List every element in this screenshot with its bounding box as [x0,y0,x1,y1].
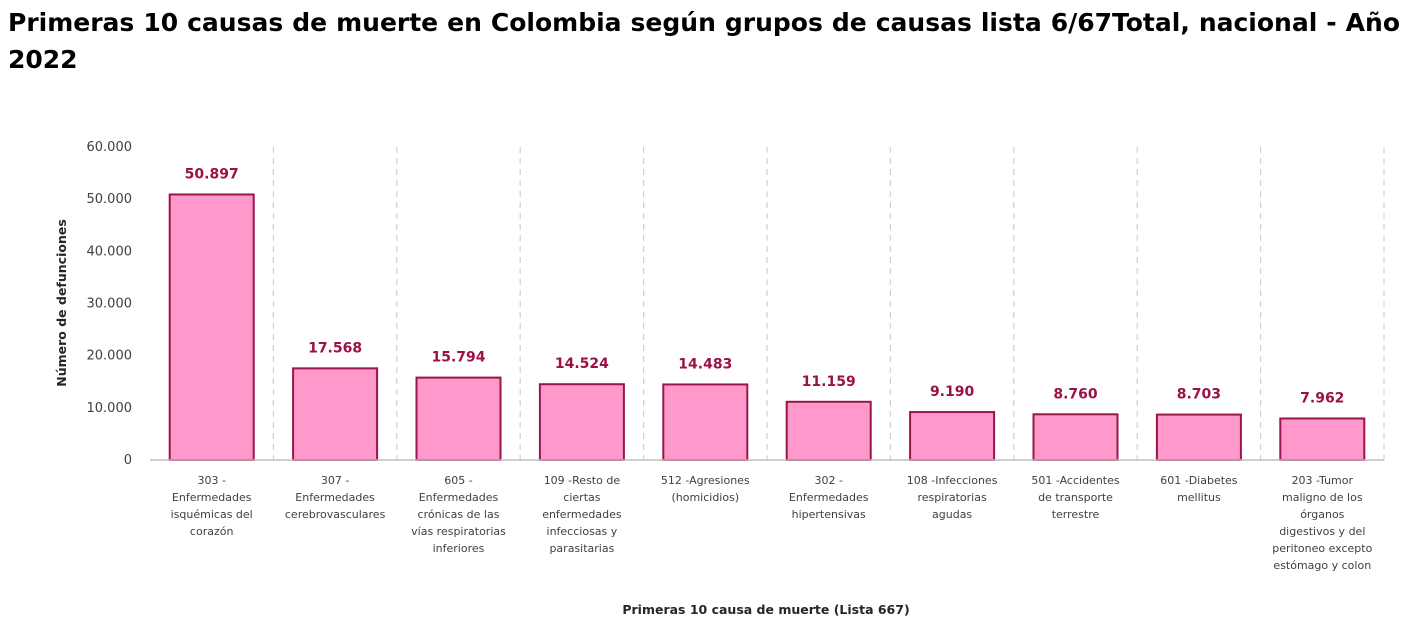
y-tick-label: 40.000 [87,244,133,259]
grid-lines [272,147,1385,460]
category-label: 501 -Accidentes de transporte terrestre [1031,474,1120,521]
category-label: 203 -Tumor maligno de los órganos digestivo… [1272,474,1372,572]
bar [1155,413,1242,462]
bar [1032,413,1119,461]
data-label: 15.794 [431,350,485,366]
y-axis-title: Número de defunciones [54,219,69,387]
bar [292,367,379,462]
axes: 0 10.000 20.000 30.000 40.000 50.000 60.000 303… [87,140,1384,572]
category-label: 512 -Agresiones (homicidios) [661,474,750,504]
x-axis-title: Primeras 10 causa de muerte (Lista 667) [622,602,909,617]
bar [909,411,996,462]
category-label: 303 -Enfermedades isquémicas del corazón [171,474,253,538]
data-label: 14.483 [678,356,732,372]
bar [538,383,625,461]
bar [785,400,872,462]
y-tick-label: 50.000 [87,192,133,207]
bar [1279,417,1366,462]
data-label: 50.897 [185,166,239,182]
y-tick-label: 10.000 [87,401,133,416]
category-label: 108 -Infecciones respiratorias agudas [907,474,998,521]
category-label: 601 -Diabetes mellitus [1160,474,1238,504]
data-label: 14.524 [555,356,609,372]
bar [662,383,749,462]
y-tick-label: 0 [124,453,132,468]
category-label: 605 -Enfermedades crónicas de las vías res… [411,474,506,555]
category-label: 302 -Enfermedades hipertensivas [789,474,869,521]
bar [415,376,502,462]
category-label: 109 -Resto de ciertas enfermedades infeccio… [542,474,622,555]
page-title: Primeras 10 causas de muerte en Colombia… [8,8,1400,74]
y-tick-label: 60.000 [87,140,133,155]
data-label: 8.760 [1053,386,1098,402]
bar [168,193,255,462]
data-label: 7.962 [1300,390,1344,406]
data-label: 9.190 [930,384,975,400]
data-label: 11.159 [802,374,856,390]
data-label: 17.568 [308,340,362,356]
bars: 50.897 17.568 15.794 14.524 14.483 11.159 9.19… [168,166,1366,462]
data-label: 8.703 [1177,387,1221,403]
y-tick-label: 30.000 [87,297,133,312]
category-label: 307 -Enfermedades cerebrovasculares [285,474,386,521]
y-tick-label: 20.000 [87,349,133,364]
